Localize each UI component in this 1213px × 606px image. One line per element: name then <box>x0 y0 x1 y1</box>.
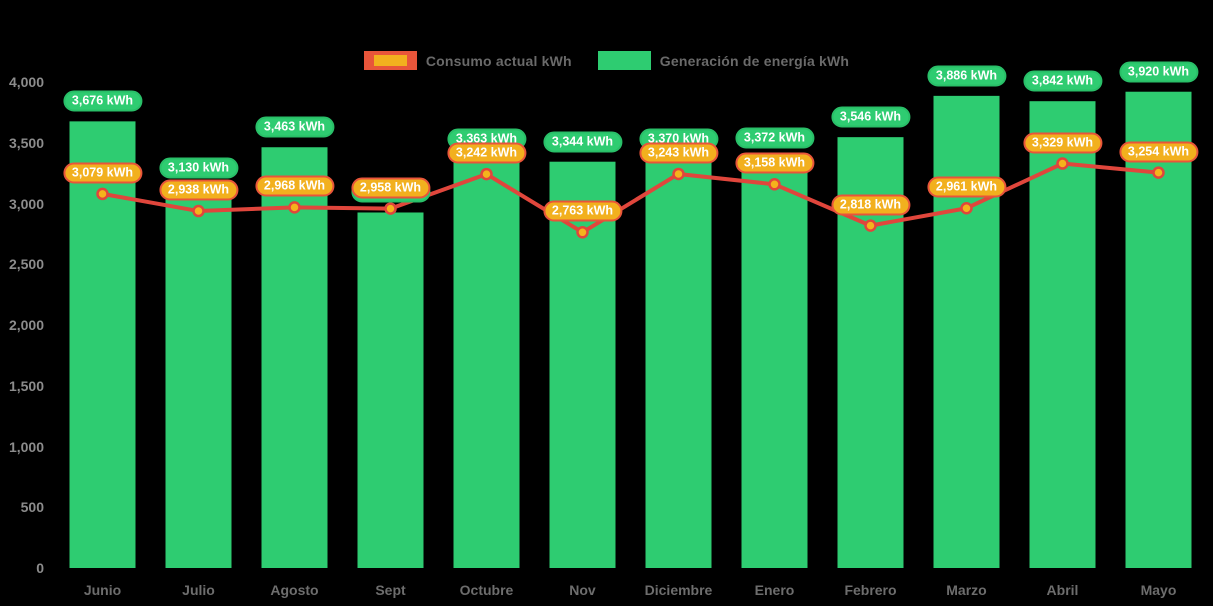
point-mayo[interactable] <box>1152 166 1165 179</box>
point-junio[interactable] <box>96 187 109 201</box>
legend-label-consumo: Consumo actual kWh <box>425 52 572 69</box>
point-agosto[interactable] <box>288 201 301 214</box>
point-abril[interactable] <box>1056 157 1069 170</box>
x-label-junio: Junio <box>83 582 122 598</box>
consumo-line <box>100 161 1161 235</box>
bar-nov[interactable] <box>549 161 616 569</box>
generacion-legend-swatch-icon <box>597 51 651 70</box>
bar-label-mayo: 3,920 kWh <box>1118 61 1199 83</box>
line-label-enero: 3,158 kWh <box>734 152 815 174</box>
point-octubre[interactable] <box>480 167 493 181</box>
bar-mayo[interactable] <box>1125 91 1192 568</box>
bar-label-julio: 3,130 kWh <box>158 157 239 179</box>
bar-julio[interactable] <box>165 187 232 568</box>
point-febrero[interactable] <box>864 219 877 232</box>
legend-item-consumo[interactable]: Consumo actual kWh <box>363 51 572 70</box>
legend-item-generacion[interactable]: Generación de energía kWh <box>597 51 850 70</box>
bar-label-marzo: 3,886 kWh <box>926 65 1007 87</box>
consumo-legend-swatch-inner <box>373 55 407 66</box>
line-label-marzo: 2,961 kWh <box>926 176 1007 198</box>
line-label-agosto: 2,968 kWh <box>254 175 335 197</box>
x-label-marzo: Marzo <box>946 582 987 598</box>
y-tick-4000: 4,000 <box>8 74 44 90</box>
y-tick-2000: 2,000 <box>8 317 44 333</box>
legend-label-generacion: Generación de energía kWh <box>659 52 850 69</box>
x-label-febrero: Febrero <box>844 582 897 598</box>
consumo-legend-swatch-icon <box>363 51 417 70</box>
bar-label-enero: 3,372 kWh <box>734 127 815 149</box>
x-label-diciembre: Diciembre <box>644 582 713 598</box>
line-label-mayo: 3,254 kWh <box>1118 141 1199 163</box>
y-tick-0: 0 <box>36 560 44 576</box>
line-label-diciembre: 3,243 kWh <box>638 142 719 164</box>
point-nov[interactable] <box>576 226 589 239</box>
y-tick-3500: 3,500 <box>8 134 44 151</box>
bar-label-abril: 3,842 kWh <box>1022 70 1103 92</box>
y-tick-3000: 3,000 <box>8 195 44 212</box>
line-label-octubre: 3,242 kWh <box>446 142 527 164</box>
line-label-abril: 3,329 kWh <box>1022 132 1103 154</box>
x-label-agosto: Agosto <box>270 582 319 598</box>
bar-label-agosto: 3,463 kWh <box>254 116 335 138</box>
y-tick-1000: 1,000 <box>8 438 44 455</box>
bar-label-junio: 3,676 kWh <box>62 90 143 112</box>
x-label-octubre: Octubre <box>459 582 514 598</box>
y-tick-500: 500 <box>20 499 44 516</box>
point-diciembre[interactable] <box>672 167 685 181</box>
y-tick-2500: 2,500 <box>8 256 44 273</box>
x-label-abril: Abril <box>1046 582 1079 598</box>
y-tick-1500: 1,500 <box>8 377 44 394</box>
point-enero[interactable] <box>768 178 781 191</box>
line-label-febrero: 2,818 kWh <box>830 194 911 216</box>
x-label-julio: Julio <box>182 582 215 598</box>
line-label-nov: 2,763 kWh <box>542 200 623 222</box>
bar-sept[interactable] <box>357 212 424 568</box>
bar-marzo[interactable] <box>933 95 1000 568</box>
bar-diciembre[interactable] <box>645 158 712 569</box>
point-julio[interactable] <box>192 204 205 218</box>
bar-octubre[interactable] <box>453 159 520 568</box>
bar-label-febrero: 3,546 kWh <box>830 106 911 128</box>
bar-enero[interactable] <box>741 158 808 568</box>
bar-label-nov: 3,344 kWh <box>542 131 623 153</box>
chart-legend: Consumo actual kWh Generación de energía… <box>0 51 1213 70</box>
x-label-mayo: Mayo <box>1140 582 1177 598</box>
line-label-junio: 3,079 kWh <box>62 162 143 184</box>
bar-abril[interactable] <box>1029 101 1096 569</box>
point-marzo[interactable] <box>960 201 973 215</box>
bar-agosto[interactable] <box>261 147 328 569</box>
line-label-julio: 2,938 kWh <box>158 179 239 201</box>
x-label-sept: Sept <box>375 582 406 598</box>
point-sept[interactable] <box>384 202 397 215</box>
line-label-sept: 2,958 kWh <box>350 177 431 199</box>
x-label-nov: Nov <box>569 582 596 598</box>
x-label-enero: Enero <box>754 582 795 598</box>
